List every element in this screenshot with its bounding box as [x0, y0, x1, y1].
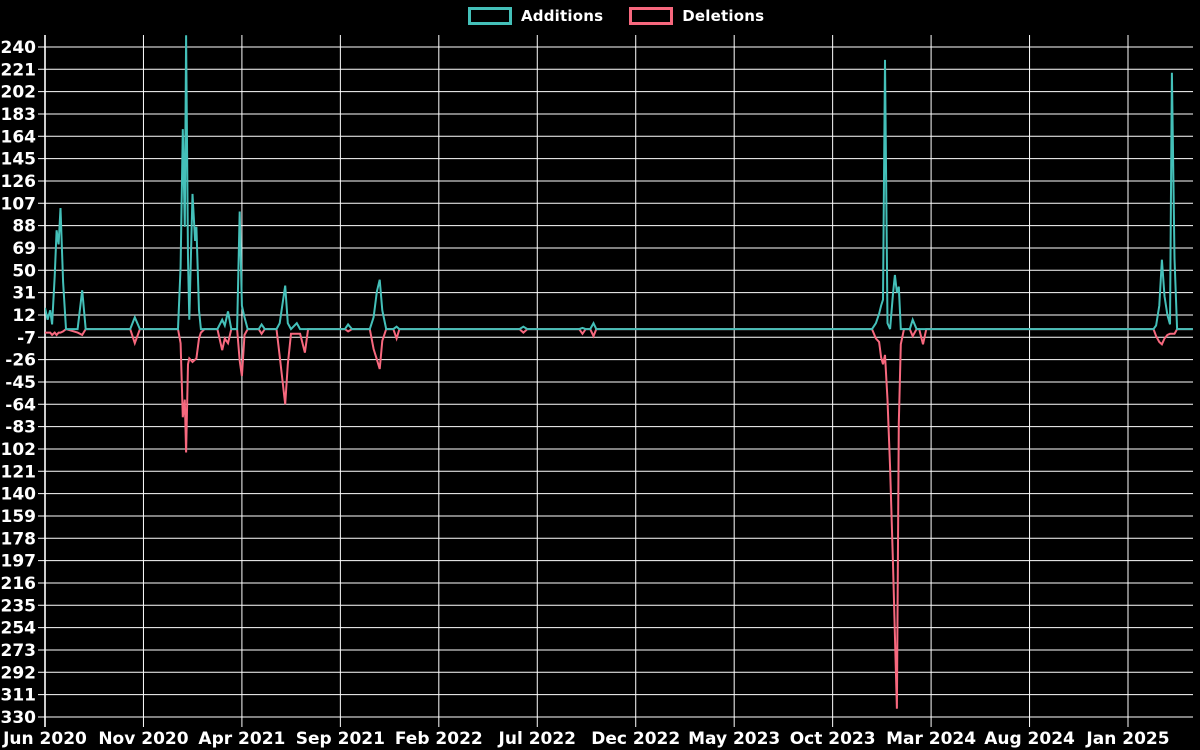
y-tick-label: -102 [0, 440, 36, 460]
x-tick-label: Feb 2022 [395, 729, 483, 749]
y-tick-label: 69 [12, 239, 36, 259]
y-tick-label: 107 [1, 194, 37, 214]
y-tick-label: -292 [0, 663, 36, 683]
y-tick-label: -311 [0, 686, 36, 706]
x-tick-label: Dec 2022 [591, 729, 680, 749]
x-tick-label: Sep 2021 [296, 729, 385, 749]
x-tick-label: Mar 2024 [886, 729, 976, 749]
y-tick-label: 202 [1, 83, 37, 103]
y-tick-label: -140 [0, 485, 36, 505]
x-tick-label: Jul 2022 [498, 729, 577, 749]
y-tick-label: -159 [0, 507, 36, 527]
y-tick-label: -216 [0, 574, 36, 594]
y-tick-label: 164 [1, 127, 37, 147]
additions-line [45, 35, 1193, 331]
y-axis-labels: 2402212021831641451261078869503112-7-26-… [0, 38, 36, 728]
y-tick-label: -64 [5, 395, 36, 415]
y-tick-label: 88 [12, 217, 36, 237]
y-tick-label: 126 [1, 172, 37, 192]
y-tick-label: 50 [12, 261, 36, 281]
y-tick-label: 221 [1, 60, 37, 80]
y-tick-label: 12 [12, 306, 36, 326]
legend-label-additions: Additions [521, 7, 604, 25]
x-tick-label: May 2023 [688, 729, 780, 749]
y-tick-label: -273 [0, 641, 36, 661]
y-tick-label: 31 [12, 284, 36, 304]
x-axis-labels: Jun 2020 Nov 2020 Apr 2021 Sep 2021 Feb 2022… [2, 729, 1169, 749]
y-tick-label: -83 [5, 418, 36, 438]
additions-swatch-icon [468, 7, 512, 25]
y-tick-label: -45 [5, 373, 36, 393]
x-tick-label: Apr 2021 [198, 729, 285, 749]
plot-area [45, 35, 1193, 709]
chart-legend: Additions Deletions [468, 7, 764, 25]
y-tick-label: -7 [17, 328, 36, 348]
deletions-line [45, 327, 1193, 709]
x-tick-label: Aug 2024 [984, 729, 1075, 749]
deletions-swatch-icon [629, 7, 674, 25]
y-tick-label: 240 [1, 38, 37, 58]
x-tick-label: Oct 2023 [790, 729, 876, 749]
y-tick-label: -178 [0, 529, 36, 549]
x-tick-label: Jan 2025 [1085, 729, 1169, 749]
y-tick-label: -26 [5, 351, 36, 371]
y-tick-label: -121 [0, 462, 36, 482]
y-tick-label: -197 [0, 552, 36, 572]
y-tick-label: -254 [0, 619, 36, 639]
legend-item-additions[interactable]: Additions [468, 7, 603, 25]
y-tick-label: -330 [0, 708, 36, 728]
x-tick-label: Nov 2020 [98, 729, 188, 749]
y-tick-label: 145 [1, 150, 37, 170]
gridlines [38, 35, 1193, 727]
y-tick-label: 183 [1, 105, 37, 125]
y-tick-label: -235 [0, 596, 36, 616]
legend-label-deletions: Deletions [682, 7, 765, 25]
x-tick-label: Jun 2020 [2, 729, 87, 749]
legend-item-deletions[interactable]: Deletions [629, 7, 764, 25]
